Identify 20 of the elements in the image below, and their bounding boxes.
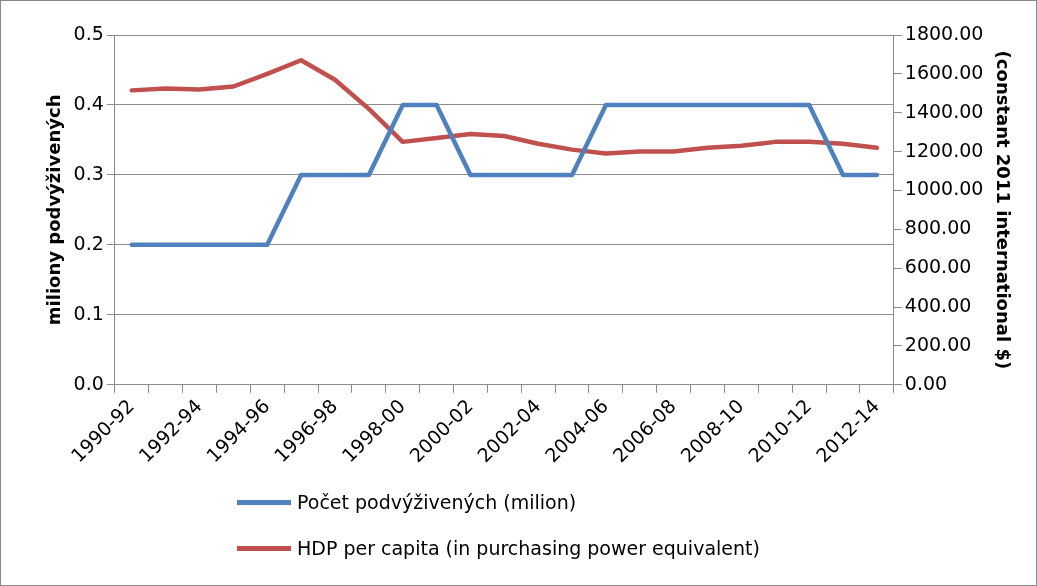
legend-label: Počet podvýživených (milion) (297, 491, 577, 513)
y2-tick-label: 1200.00 (904, 138, 984, 161)
y2-tick-label: 1800.00 (904, 21, 984, 44)
y2-tick-label: 600.00 (904, 255, 972, 278)
y2-tick-label: 1000.00 (904, 177, 984, 200)
y2-axis-title: (constant 2011 international $) (992, 50, 1014, 370)
legend-label: HDP per capita (in purchasing power equivalent) (297, 537, 760, 559)
y-tick-label: 0.4 (73, 91, 104, 114)
y-tick-label: 0.2 (73, 231, 104, 254)
y-tick-label: 0.1 (73, 301, 104, 324)
y2-tick-label: 200.00 (904, 332, 972, 355)
y-tick-label: 0.0 (73, 371, 104, 394)
y-axis-title: miliony podvýživených (43, 94, 65, 326)
y-tick-label: 0.3 (73, 161, 104, 184)
y2-tick-label: 0.00 (904, 371, 948, 394)
y2-tick-label: 400.00 (904, 293, 972, 316)
y2-tick-label: 1400.00 (904, 99, 984, 122)
y-tick-label: 0.5 (73, 21, 104, 44)
y2-tick-label: 800.00 (904, 216, 972, 239)
y2-tick-label: 1600.00 (904, 60, 984, 83)
